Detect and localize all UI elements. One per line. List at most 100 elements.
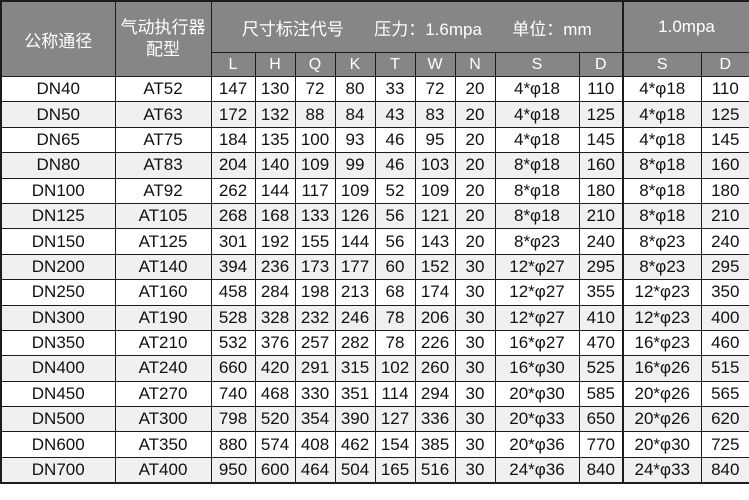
cell: 394 (210, 253, 256, 281)
cell: 125 (700, 101, 749, 128)
cell: 350 (700, 279, 749, 306)
header-pressure-label: 压力：1.6mpa (374, 19, 482, 39)
cell: DN700 (0, 456, 116, 484)
cell: 16*φ30 (494, 355, 580, 382)
header-col-S1: S (494, 52, 580, 77)
cell: 257 (294, 329, 336, 357)
header-size-code-group: 尺寸标注代号 压力：1.6mpa 单位：mm (210, 0, 624, 53)
cell: 165 (374, 456, 416, 484)
cell: 400 (700, 304, 749, 331)
cell: 12*φ23 (622, 279, 702, 306)
header-nominal-diameter: 公称通径 (0, 0, 116, 77)
table-row: DN65 AT75 184 135 100 93 46 95 20 4*φ18 145 4*φ18 14… (0, 126, 749, 154)
cell: 295 (700, 253, 749, 281)
cell: 30 (454, 253, 496, 281)
cell: 4*φ18 (622, 126, 702, 154)
cell: DN50 (0, 101, 116, 128)
cell: 103 (414, 152, 456, 179)
cell: 408 (294, 431, 336, 458)
cell: AT83 (114, 152, 212, 179)
header-col-L: L (210, 52, 256, 77)
cell: 198 (294, 279, 336, 306)
cell: 268 (210, 202, 256, 230)
cell: 284 (254, 279, 296, 306)
cell: 385 (414, 431, 456, 458)
header-col-N: N (454, 52, 496, 77)
cell: 114 (374, 380, 416, 408)
table-row: DN80 AT83 204 140 109 99 46 103 20 8*φ18 160 8*φ18 1… (0, 152, 749, 179)
cell: 8*φ23 (622, 253, 702, 281)
cell: 84 (334, 101, 376, 128)
cell: 8*φ18 (622, 202, 702, 230)
cell: 16*φ27 (494, 329, 580, 357)
cell: 354 (294, 406, 336, 433)
cell: DN125 (0, 202, 116, 230)
cell: 840 (700, 456, 749, 484)
cell: 840 (578, 456, 624, 484)
cell: 20 (454, 177, 496, 204)
cell: 24*φ33 (622, 456, 702, 484)
cell: 516 (414, 456, 456, 484)
cell: 127 (374, 406, 416, 433)
cell: 600 (254, 456, 296, 484)
cell: 145 (700, 126, 749, 154)
header-col-S2: S (622, 52, 702, 77)
cell: 88 (294, 101, 336, 128)
cell: 206 (414, 304, 456, 331)
cell: 246 (334, 304, 376, 331)
cell: 204 (210, 152, 256, 179)
cell: 174 (414, 279, 456, 306)
cell: AT140 (114, 253, 212, 281)
header-col-K: K (334, 52, 376, 77)
cell: 78 (374, 304, 416, 331)
cell: 798 (210, 406, 256, 433)
cell: 504 (334, 456, 376, 484)
cell: DN200 (0, 253, 116, 281)
header-col-D2: D (700, 52, 749, 77)
header-actuator-line2: 配型 (146, 40, 180, 59)
cell: 330 (294, 380, 336, 408)
cell: 133 (294, 202, 336, 230)
cell: 20 (454, 126, 496, 154)
cell: 20*φ26 (622, 406, 702, 433)
cell: 180 (700, 177, 749, 204)
cell: 880 (210, 431, 256, 458)
cell: 126 (334, 202, 376, 230)
cell: 172 (210, 101, 256, 128)
cell: 147 (210, 75, 256, 103)
cell: DN250 (0, 279, 116, 306)
cell: 210 (700, 202, 749, 230)
cell: 12*φ27 (494, 279, 580, 306)
cell: AT350 (114, 431, 212, 458)
header-pressure2-group: 1.0mpa (621, 0, 749, 53)
cell: 4*φ18 (494, 126, 580, 154)
cell: 20*φ26 (622, 380, 702, 408)
cell: 145 (578, 126, 624, 154)
cell: 16*φ23 (622, 329, 702, 357)
cell: 515 (700, 355, 749, 382)
cell: 4*φ18 (494, 75, 580, 103)
cell: 173 (294, 253, 336, 281)
cell: 351 (334, 380, 376, 408)
cell: 33 (374, 75, 416, 103)
cell: 56 (374, 202, 416, 230)
cell: AT270 (114, 380, 212, 408)
table-row: DN200 AT140 394 236 173 177 60 152 30 12*φ27 295 8*… (0, 253, 749, 281)
cell: 8*φ18 (494, 202, 580, 230)
cell: 110 (700, 75, 749, 103)
cell: DN600 (0, 431, 116, 458)
table-row: DN300 AT190 528 328 232 246 78 206 30 12*φ27 410 12… (0, 304, 749, 331)
cell: 410 (578, 304, 624, 331)
cell: 4*φ18 (622, 75, 702, 103)
cell: 109 (334, 177, 376, 204)
cell: 78 (374, 329, 416, 357)
cell: 30 (454, 406, 496, 433)
cell: DN450 (0, 380, 116, 408)
cell: 232 (294, 304, 336, 331)
header-col-H: H (254, 52, 296, 77)
cell: DN150 (0, 228, 116, 255)
cell: 109 (414, 177, 456, 204)
cell: 236 (254, 253, 296, 281)
cell: 68 (374, 279, 416, 306)
cell: 95 (414, 126, 456, 154)
